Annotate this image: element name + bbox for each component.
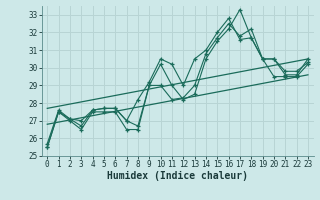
X-axis label: Humidex (Indice chaleur): Humidex (Indice chaleur): [107, 171, 248, 181]
